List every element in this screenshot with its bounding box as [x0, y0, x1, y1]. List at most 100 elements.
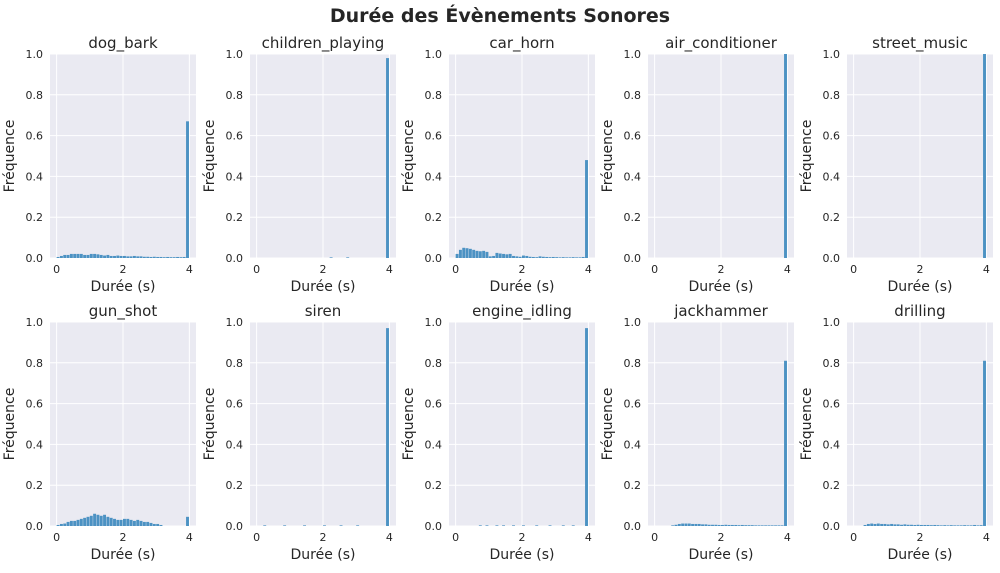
histogram-bar — [969, 525, 973, 526]
histogram-bar — [103, 514, 107, 526]
histogram-bar — [551, 256, 555, 258]
histogram-bar — [498, 253, 502, 258]
y-tick-label: 0.8 — [226, 357, 244, 370]
y-axis-label: Fréquence — [202, 120, 218, 193]
histogram-bar — [482, 250, 486, 258]
histogram-bar — [166, 256, 170, 258]
histogram-bar — [109, 517, 113, 526]
histogram-bar — [757, 525, 761, 526]
histogram-bar — [774, 525, 778, 526]
histogram-bar — [750, 525, 754, 526]
y-tick-label: 0.2 — [226, 211, 244, 224]
histogram-bar — [956, 525, 960, 526]
histogram-bar — [900, 524, 904, 526]
histogram-bar — [149, 256, 153, 258]
histogram-bar — [578, 257, 582, 258]
y-tick-label: 0.0 — [226, 520, 244, 533]
histogram-bar — [518, 256, 522, 258]
subplot-gun-shot: 0.0 0.2 0.4 0.6 0.8 1.0 0 2 4 gun_shot Durée (s) Fr… — [2, 302, 196, 563]
y-axis-label: Fréquence — [799, 388, 815, 461]
histogram-bar — [561, 525, 565, 526]
x-tick-label: 4 — [386, 531, 393, 544]
y-tick-label: 0.8 — [624, 89, 642, 102]
histogram-bar — [880, 523, 884, 526]
histogram-bar — [744, 525, 748, 526]
x-tick-label: 2 — [519, 263, 526, 276]
histogram-bar — [893, 524, 897, 526]
y-tick-label: 1.0 — [226, 48, 244, 61]
y-tick-label: 0.2 — [226, 479, 244, 492]
subplot-title: air_conditioner — [665, 34, 778, 53]
histogram-bar — [953, 525, 957, 526]
histogram-bar — [59, 523, 63, 526]
x-axis-label: Durée (s) — [888, 279, 953, 295]
histogram-bar — [56, 524, 60, 526]
histogram-bar — [697, 523, 701, 526]
histogram-bar — [495, 525, 499, 526]
histogram-bar — [966, 525, 970, 526]
histogram-bar — [152, 523, 156, 526]
histogram-bar — [687, 523, 691, 526]
histogram-bar — [113, 255, 116, 258]
histogram-bar — [512, 525, 515, 526]
y-tick-label: 0.4 — [425, 438, 443, 451]
y-tick-label: 0.8 — [425, 89, 443, 102]
histogram-bar — [724, 524, 728, 526]
x-tick-label: 0 — [651, 531, 658, 544]
x-tick-label: 2 — [519, 531, 526, 544]
histogram-bar — [76, 253, 80, 258]
histogram-bar — [86, 254, 90, 258]
subplot-siren: 0.0 0.2 0.4 0.6 0.8 1.0 0 2 4 siren Durée (s) Fréqu… — [202, 302, 396, 563]
histogram-bar — [541, 256, 545, 258]
y-tick-label: 1.0 — [226, 316, 244, 329]
histogram-bar — [760, 525, 764, 526]
x-tick-label: 0 — [850, 263, 857, 276]
histogram-bar — [568, 257, 572, 258]
y-tick-label: 0.6 — [624, 130, 642, 143]
histogram-bar — [76, 519, 80, 526]
histogram-bar — [561, 257, 565, 258]
histogram-bar — [545, 256, 549, 258]
subplot-title: car_horn — [489, 34, 554, 53]
histogram-bar — [674, 524, 678, 526]
histogram-bar — [866, 523, 870, 526]
histogram-bar — [896, 524, 900, 526]
histogram-bar — [159, 256, 163, 258]
histogram-bar — [132, 255, 136, 258]
histogram-bar — [83, 517, 87, 526]
y-tick-label: 0.0 — [26, 520, 44, 533]
histogram-bar — [103, 255, 107, 258]
histogram-bar — [754, 525, 758, 526]
histogram-bar — [571, 257, 575, 258]
histogram-bar — [777, 525, 781, 526]
histogram-bar — [69, 520, 73, 526]
subplot-title: drilling — [894, 302, 945, 320]
histogram-bar — [485, 251, 489, 258]
histogram-bar — [734, 524, 738, 526]
x-axis-label: Durée (s) — [291, 547, 356, 563]
x-tick-label: 0 — [253, 263, 260, 276]
histogram-bar — [136, 256, 140, 258]
y-tick-label: 1.0 — [425, 316, 443, 329]
y-tick-label: 0.2 — [624, 479, 642, 492]
y-tick-label: 0.4 — [26, 170, 44, 183]
x-tick-label: 4 — [186, 263, 193, 276]
histogram-bar — [149, 522, 153, 526]
y-tick-label: 0.2 — [425, 211, 443, 224]
y-tick-label: 1.0 — [823, 316, 841, 329]
x-axis-label: Durée (s) — [291, 279, 356, 295]
histogram-bar — [963, 525, 967, 526]
subplot-jackhammer: 0.0 0.2 0.4 0.6 0.8 1.0 0 2 4 jackhammer Durée (s)… — [600, 302, 794, 563]
x-tick-label: 0 — [452, 263, 459, 276]
histogram-bar — [913, 524, 917, 526]
histogram-bar — [548, 257, 552, 258]
histogram-bar — [96, 514, 100, 526]
histogram-bar — [920, 524, 923, 526]
histogram-bar — [69, 253, 73, 258]
histogram-bar — [571, 525, 575, 526]
histogram-bar — [99, 254, 103, 258]
histogram-bar — [106, 254, 110, 258]
histogram-bar — [156, 523, 160, 526]
y-axis-label: Fréquence — [2, 388, 18, 461]
